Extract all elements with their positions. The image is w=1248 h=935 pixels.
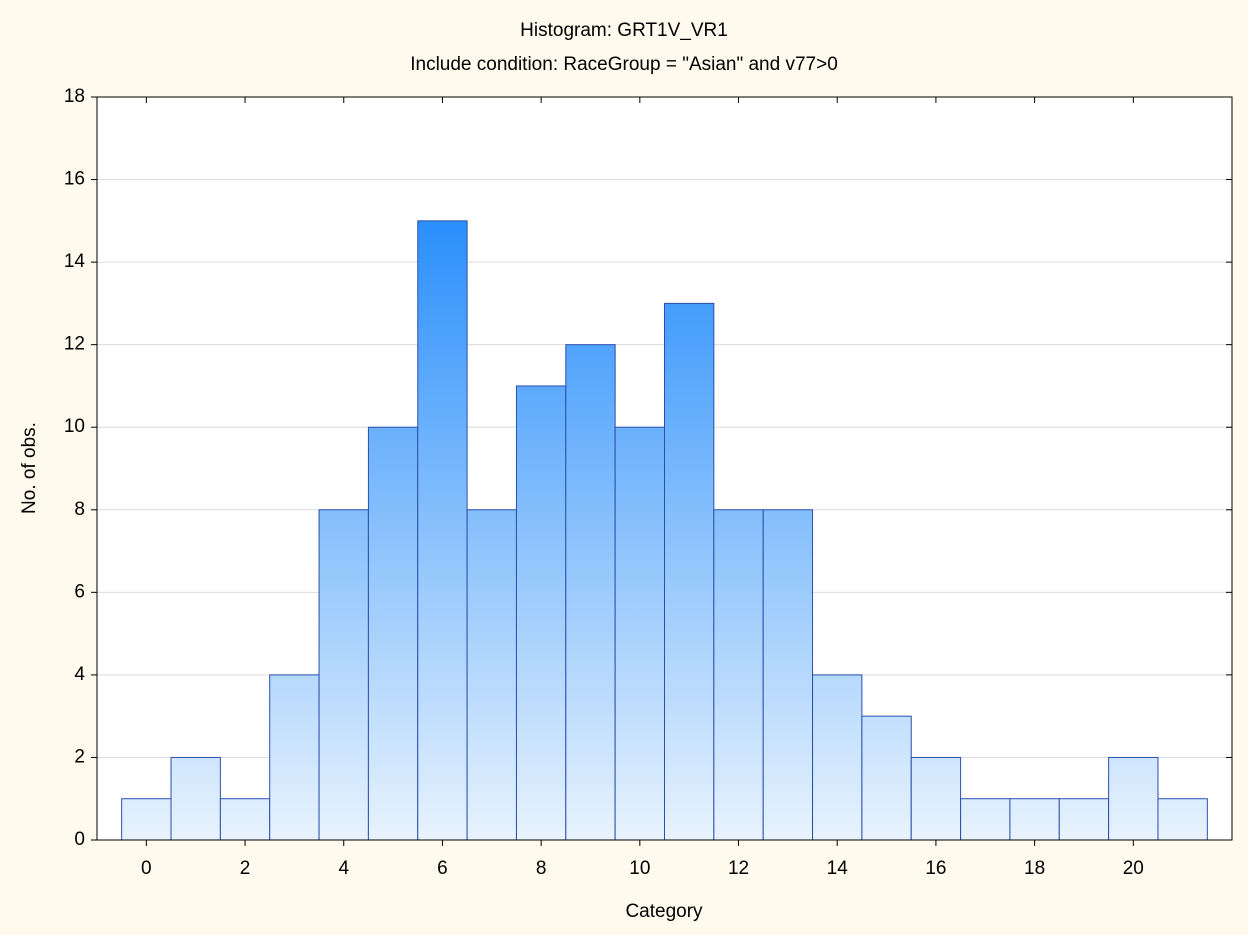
y-tick-label: 2 [74, 746, 85, 767]
x-tick-label: 16 [925, 858, 946, 879]
bar [1108, 756, 1159, 841]
y-tick-label: 4 [74, 664, 85, 685]
x-tick-label: 12 [728, 858, 749, 879]
x-tick-label: 8 [536, 858, 547, 879]
chart-title: Histogram: GRT1V_VR1 [520, 20, 728, 41]
bar [614, 426, 665, 841]
bar [762, 509, 814, 841]
x-tick-label: 2 [240, 858, 251, 879]
x-axis-label: Category [625, 901, 703, 922]
bar [812, 674, 863, 841]
y-tick-label: 14 [64, 251, 86, 272]
bar [861, 715, 912, 841]
bar [515, 385, 567, 841]
x-tick-label: 0 [141, 858, 152, 879]
bar [1009, 798, 1060, 841]
y-tick-label: 12 [64, 334, 85, 355]
bar [910, 756, 962, 841]
x-tick-label: 20 [1123, 858, 1144, 879]
bar [960, 798, 1011, 841]
bar [466, 509, 517, 841]
bar [664, 302, 715, 841]
x-tick-label: 6 [437, 858, 448, 879]
bar [170, 756, 221, 841]
y-axis-label: No. of obs. [19, 422, 40, 514]
bar [713, 509, 764, 841]
y-tick-label: 16 [64, 169, 85, 190]
bar [1157, 798, 1208, 841]
bar [1058, 798, 1110, 841]
y-tick-label: 0 [74, 829, 85, 850]
bar [417, 220, 468, 841]
plot-frame [96, 96, 1233, 841]
bar [565, 344, 616, 841]
bars [121, 220, 1208, 841]
bar [367, 426, 419, 841]
bar [269, 674, 320, 841]
y-tick-label: 8 [74, 499, 85, 520]
bar [219, 798, 271, 841]
y-tick-label: 6 [74, 581, 85, 602]
y-tick-label: 18 [64, 86, 85, 107]
y-tick-label: 10 [64, 416, 85, 437]
x-tick-label: 18 [1024, 858, 1045, 879]
x-tick-label: 10 [629, 858, 650, 879]
chart-subtitle: Include condition: RaceGroup = "Asian" a… [410, 54, 838, 75]
x-tick-label: 4 [338, 858, 349, 879]
bar [121, 798, 172, 841]
ticks [91, 96, 1232, 846]
x-tick-label: 14 [827, 858, 849, 879]
bar [318, 509, 369, 841]
